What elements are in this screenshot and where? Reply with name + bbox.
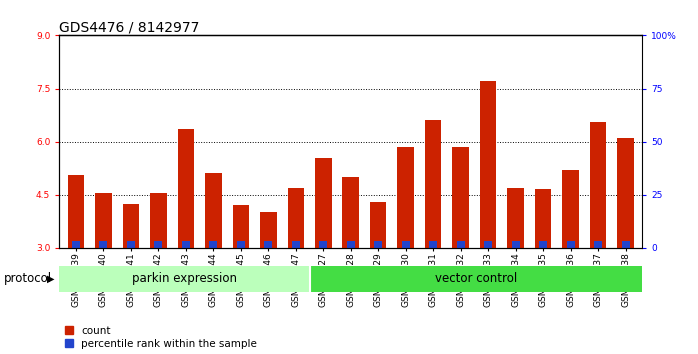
- Bar: [374, 241, 383, 248]
- Bar: [452, 147, 469, 248]
- Bar: [567, 241, 575, 248]
- Bar: [535, 189, 551, 248]
- Bar: [154, 241, 163, 248]
- Bar: [99, 241, 107, 248]
- Bar: [95, 193, 112, 248]
- Bar: [594, 241, 602, 248]
- Bar: [512, 241, 520, 248]
- Text: vector control: vector control: [435, 272, 517, 285]
- Bar: [484, 241, 492, 248]
- Bar: [72, 241, 80, 248]
- Bar: [621, 241, 630, 248]
- Bar: [563, 170, 579, 248]
- Bar: [397, 147, 414, 248]
- Bar: [507, 188, 524, 248]
- Bar: [618, 138, 634, 248]
- Bar: [425, 120, 441, 248]
- Bar: [68, 175, 84, 248]
- Bar: [59, 266, 309, 292]
- Text: ▶: ▶: [47, 274, 55, 284]
- Bar: [309, 266, 642, 292]
- Bar: [319, 241, 327, 248]
- Bar: [126, 241, 135, 248]
- Text: protocol: protocol: [3, 272, 52, 285]
- Bar: [123, 204, 139, 248]
- Bar: [260, 212, 276, 248]
- Bar: [150, 193, 167, 248]
- Bar: [343, 177, 359, 248]
- Bar: [177, 129, 194, 248]
- Bar: [456, 241, 465, 248]
- Bar: [181, 241, 190, 248]
- Text: GDS4476 / 8142977: GDS4476 / 8142977: [59, 20, 200, 34]
- Bar: [401, 241, 410, 248]
- Bar: [315, 158, 332, 248]
- Bar: [429, 241, 438, 248]
- Bar: [590, 122, 607, 248]
- Bar: [539, 241, 547, 248]
- Bar: [237, 241, 245, 248]
- Bar: [205, 173, 221, 248]
- Bar: [292, 241, 300, 248]
- Bar: [288, 188, 304, 248]
- Bar: [370, 202, 387, 248]
- Bar: [209, 241, 217, 248]
- Bar: [480, 81, 496, 248]
- Bar: [347, 241, 355, 248]
- Legend: count, percentile rank within the sample: count, percentile rank within the sample: [64, 326, 257, 349]
- Bar: [264, 241, 272, 248]
- Bar: [232, 205, 249, 248]
- Text: parkin expression: parkin expression: [132, 272, 237, 285]
